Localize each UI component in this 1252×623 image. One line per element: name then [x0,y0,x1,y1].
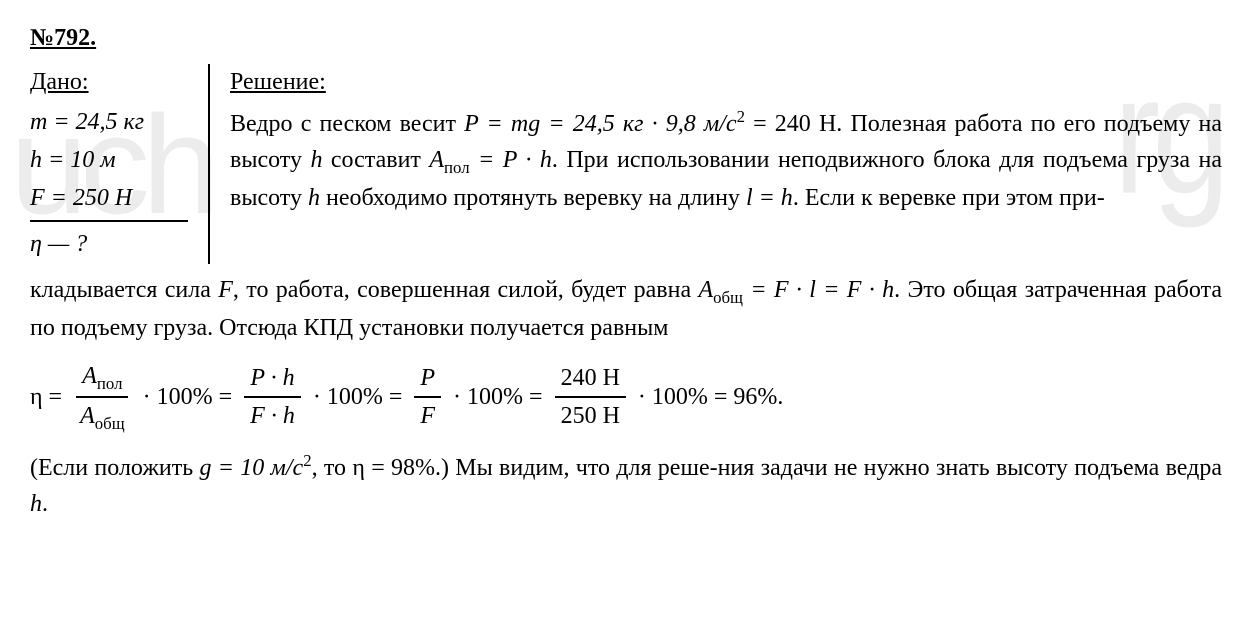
fraction-4: 240 Н 250 Н [555,360,626,434]
text-1: Ведро с песком весит [230,111,464,137]
continuation: кладывается сила F, то работа, совершенн… [30,272,1222,346]
formula-3: l = h [746,185,793,211]
note-1b: , то η = 98%.) Мы видим, что для реше-ни… [312,455,1222,481]
solution-column: Решение: Ведро с песком весит P = mg = 2… [230,64,1222,264]
frac3-bot: F [414,398,441,434]
cont-1: кладывается сила [30,277,218,303]
note-var-h: h [30,491,42,517]
frac1-top-var: A [82,363,97,389]
frac3-top: P [414,360,441,398]
cont-1b: , то работа, совершенная силой, будет ра… [233,277,699,303]
frac1-bot-sub: общ [95,414,125,433]
cont-formula: A [698,277,713,303]
sup-1: 2 [737,107,745,126]
var-h: h [310,147,322,173]
frac2-top: P · h [244,360,300,398]
formula-2b: = P · h [470,147,552,173]
problem-number: №792. [30,20,1222,56]
given-force: F = 250 Н [30,180,188,216]
note-1: (Если положить [30,455,199,481]
pct3: · 100% = [453,379,543,415]
fraction-3: P F [414,360,441,434]
given-height: h = 10 м [30,142,188,178]
note-end: . [42,491,48,517]
frac1-bot: Aобщ [74,398,131,436]
formula-1b: = 240 Н. [745,111,842,137]
solution-text-1: Ведро с песком весит P = mg = 24,5 кг · … [230,104,1222,216]
formula-1: P = mg = 24,5 кг · 9,8 м/с [464,111,736,137]
frac1-bot-var: A [80,403,95,429]
frac1-top-sub: пол [97,374,123,393]
eta: η = [30,379,62,415]
var-h-2: h [308,185,320,211]
frac2-bot: F · h [244,398,301,434]
frac1-top: Aпол [76,358,128,398]
text-2b: составит [322,147,429,173]
given-column: Дано: m = 24,5 кг h = 10 м F = 250 Н η —… [30,64,210,264]
pct4: · 100% = 96%. [638,379,784,415]
solution-header: Решение: [230,64,1222,100]
fraction-1: Aпол Aобщ [74,358,131,436]
note-sup: 2 [303,451,311,470]
text-3b: необходимо протянуть веревку на длину [320,185,746,211]
pct2: · 100% = [313,379,403,415]
sub-pol: пол [444,158,470,177]
given-unknown: η — ? [30,220,188,262]
cont-var-f: F [218,277,233,303]
fraction-2: P · h F · h [244,360,301,434]
given-mass: m = 24,5 кг [30,104,188,140]
frac4-top: 240 Н [555,360,626,398]
given-header: Дано: [30,64,188,100]
cont-sub-obsh: общ [713,288,743,307]
formula-2: A [429,147,444,173]
top-section: Дано: m = 24,5 кг h = 10 м F = 250 Н η —… [30,64,1222,264]
cont-formula-b: = F · l = F · h [743,277,894,303]
pct1: · 100% = [143,379,233,415]
frac4-bot: 250 Н [555,398,626,434]
efficiency-formula: η = Aпол Aобщ · 100% = P · h F · h · 100… [30,358,1222,436]
note-formula-1: g = 10 м/с [199,455,303,481]
text-4: . Если к веревке при этом при- [793,185,1105,211]
note: (Если положить g = 10 м/с2, то η = 98%.)… [30,448,1222,522]
